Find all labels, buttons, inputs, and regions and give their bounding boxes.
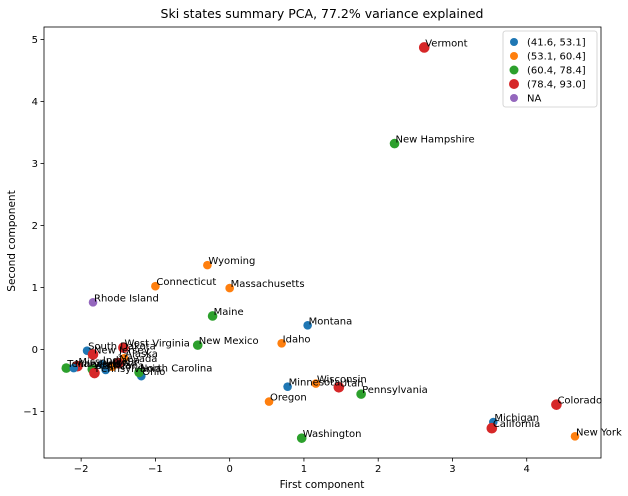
point-new-jersey — [87, 349, 99, 360]
point-tennessee — [61, 363, 72, 373]
point-label-tennessee: Tennessee — [66, 359, 119, 370]
y-tick-label: 0 — [32, 345, 38, 356]
point-label-new-mexico: New Mexico — [199, 336, 259, 347]
point-label-north-carolina: North Carolina — [140, 363, 212, 374]
point-wisconsin — [311, 379, 321, 388]
point-maine — [207, 311, 218, 321]
point-label-indiana: Indiana — [103, 355, 140, 366]
x-axis: −2 −1 0 1 2 3 4 — [74, 458, 530, 475]
point-idaho — [277, 338, 286, 348]
point-label-rhode-island: Rhode Island — [94, 293, 159, 304]
point-label-california: California — [493, 419, 541, 430]
point-label-missouri: Missouri — [78, 357, 119, 368]
x-axis-label: First component — [280, 479, 365, 491]
point-pennsylvania — [356, 389, 366, 399]
point-label-alaska: Alaska — [125, 349, 158, 360]
point-oregon — [264, 397, 274, 406]
point-vermont — [418, 42, 430, 53]
point-new-hampshire — [389, 138, 400, 149]
legend-entry-label: (53.1, 60.4] — [527, 52, 586, 63]
point-rhode-island — [88, 298, 98, 307]
legend-marker — [509, 65, 519, 75]
point-labels: Vermont New Hampshire Wyoming Connecticut Ma… — [66, 38, 622, 440]
point-wyoming — [203, 260, 212, 270]
point-label-vermont: Vermont — [425, 38, 467, 49]
point-label-iowa: Iowa — [113, 358, 136, 369]
legend-marker — [509, 79, 519, 89]
point-label-arizona: Arizona — [107, 361, 145, 372]
point-label-ohio: Ohio — [142, 367, 165, 378]
legend-entry-label: (41.6, 53.1] — [527, 38, 586, 49]
y-tick-label: 4 — [32, 97, 38, 108]
point-north-carolina — [134, 367, 144, 378]
point-maryland — [69, 363, 79, 373]
point-west-virginia — [118, 342, 129, 353]
point-label-washington: Washington — [303, 429, 362, 440]
point-pennsylvania — [89, 367, 100, 379]
legend-entry-label: (78.4, 93.0] — [527, 80, 586, 91]
x-tick-label: 0 — [226, 464, 232, 475]
point-label-virginia: Virginia — [93, 360, 131, 371]
point-label-new-jersey: New Jersey — [94, 345, 150, 356]
point-label-nevada: Nevada — [119, 354, 157, 365]
point-label-idaho: Idaho — [283, 334, 311, 345]
point-iowa — [108, 362, 117, 372]
y-tick-label: 1 — [32, 283, 38, 294]
x-tick-label: −2 — [74, 464, 89, 475]
point-label-maine: Maine — [214, 307, 244, 318]
y-axis-label: Second component — [6, 190, 18, 291]
point-utah — [333, 382, 345, 393]
legend-marker — [510, 38, 518, 46]
point-label-massachusetts: Massachusetts — [231, 279, 305, 290]
legend-marker — [510, 52, 518, 60]
point-label-south-dakota: South Dakota — [88, 342, 156, 353]
point-label-maryland: Maryland — [75, 359, 121, 370]
point-label-wisconsin: Wisconsin — [317, 375, 367, 386]
legend-frame — [502, 30, 598, 108]
x-tick-label: 1 — [301, 464, 307, 475]
point-connecticut — [151, 281, 160, 291]
legend: (41.6, 53.1] (53.1, 60.4] (60.4, 78.4] (78.… — [502, 30, 598, 108]
point-label-utah: Utah — [340, 378, 364, 389]
legend-entry-label: NA — [527, 94, 541, 105]
x-tick-label: −1 — [148, 464, 163, 475]
x-tick-label: 2 — [375, 464, 381, 475]
point-new-mexico — [192, 340, 203, 350]
point-label-oregon: Oregon — [270, 393, 307, 404]
point-label-west-virginia: West Virginia — [124, 339, 189, 350]
legend-entry-label: (60.4, 78.4] — [527, 66, 586, 77]
y-tick-label: 5 — [32, 35, 38, 46]
x-tick-label: 3 — [449, 464, 455, 475]
point-label-connecticut: Connecticut — [156, 277, 216, 288]
point-label-pennsylvania: Pennsylvania — [362, 385, 428, 396]
point-label-montana: Montana — [309, 316, 353, 327]
point-label-wyoming: Wyoming — [208, 256, 255, 267]
point-montana — [303, 320, 312, 330]
y-tick-label: 2 — [32, 221, 38, 232]
chart-title: Ski states summary PCA, 77.2% variance e… — [161, 6, 484, 21]
point-label-michigan: Michigan — [494, 413, 539, 424]
point-label-minnesota: Minnesota — [289, 378, 341, 389]
x-tick-label: 4 — [524, 464, 530, 475]
point-label-colorado: Colorado — [557, 396, 602, 407]
point-arizona — [101, 365, 110, 375]
point-minnesota — [283, 382, 292, 391]
legend-marker — [510, 94, 518, 102]
y-tick-label: 3 — [32, 159, 38, 170]
y-axis: −1 0 1 2 3 4 5 — [23, 35, 44, 418]
y-tick-label: −1 — [23, 407, 38, 418]
data-points — [61, 42, 580, 443]
point-massachusetts — [225, 283, 234, 293]
point-label-pennsylvania: Pennsylvania — [96, 364, 162, 375]
point-california — [486, 422, 498, 434]
point-colorado — [551, 399, 562, 410]
point-label-new-york: New York — [576, 427, 622, 438]
point-new-york — [570, 431, 580, 441]
point-label-new-hampshire: New Hampshire — [396, 135, 475, 146]
point-washington — [296, 433, 307, 443]
